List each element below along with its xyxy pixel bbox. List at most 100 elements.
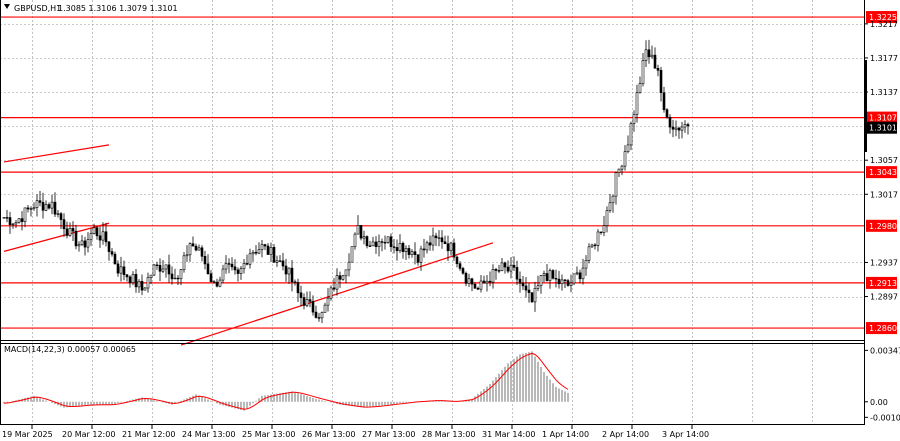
price-tick-label: 1.2897 [870, 293, 898, 302]
candle [668, 114, 672, 134]
candle [389, 233, 393, 252]
candle [626, 135, 630, 154]
candle [41, 192, 45, 219]
candle [185, 245, 189, 262]
candle [455, 255, 459, 268]
candle [494, 267, 498, 280]
candle [143, 287, 147, 291]
candle [260, 239, 264, 258]
candle [611, 194, 615, 213]
candle [224, 255, 228, 274]
candle [524, 276, 528, 298]
candle [635, 84, 639, 123]
candle [680, 121, 684, 139]
candle [137, 279, 141, 293]
axes [0, 0, 865, 425]
level-tag: 1.3043 [866, 166, 897, 179]
price-axis: 1.32171.31771.31371.30971.30571.30171.29… [864, 20, 898, 302]
candle [254, 245, 258, 256]
candle [482, 275, 486, 284]
candle [620, 164, 624, 176]
candle [605, 206, 609, 233]
candle [158, 258, 162, 282]
candle [179, 268, 183, 286]
macd-label: MACD(14,22,3) 0.00057 0.00065 [4, 345, 136, 354]
candle [614, 171, 618, 205]
candle [353, 232, 357, 250]
candle [20, 211, 24, 231]
current-price-tag: 1.3101 [866, 121, 897, 134]
candle [305, 291, 309, 308]
candle [647, 39, 651, 64]
candle [551, 269, 555, 280]
candle [638, 76, 642, 94]
candle [410, 249, 414, 258]
candle [374, 236, 378, 254]
candle [437, 230, 441, 247]
candle [338, 271, 342, 288]
candle [449, 241, 453, 256]
candle [269, 242, 273, 262]
candle [575, 266, 579, 276]
candle [146, 272, 150, 293]
candle [641, 53, 645, 87]
candle [203, 250, 207, 270]
candle [581, 258, 585, 285]
candle [32, 202, 36, 211]
macd-tick-label: 0.00347 [870, 346, 900, 355]
price-tick-label: 1.3017 [870, 190, 898, 199]
candle [56, 210, 60, 218]
candle [488, 271, 492, 287]
candle [227, 258, 231, 274]
candle [506, 260, 510, 274]
candle [113, 251, 117, 265]
svg-text:1.3043: 1.3043 [869, 168, 897, 177]
candle [632, 110, 636, 132]
level-tag: 1.2860 [866, 322, 897, 335]
candle [539, 275, 543, 294]
candle [149, 274, 153, 285]
candle [674, 120, 678, 137]
candle [23, 207, 27, 228]
candle [362, 230, 366, 245]
trendline[interactable] [3, 222, 110, 252]
candle [314, 305, 318, 319]
candle [134, 268, 138, 293]
svg-text:1.2860: 1.2860 [869, 324, 897, 333]
candle [80, 235, 84, 246]
candle [38, 190, 42, 207]
candle [26, 205, 30, 213]
candle [467, 273, 471, 287]
candle [422, 238, 426, 258]
symbol-label: GBPUSD,H1 [14, 4, 61, 13]
candle [521, 275, 525, 290]
symbol-dropdown-icon[interactable] [4, 4, 10, 9]
candle [215, 278, 219, 288]
candle [341, 274, 345, 281]
candle [317, 312, 321, 322]
candle [188, 242, 192, 262]
candle [350, 246, 354, 263]
candle [311, 295, 315, 316]
candle [359, 225, 363, 241]
price-tick-label: 1.3177 [870, 54, 898, 63]
candle [683, 120, 687, 133]
candle [407, 244, 411, 259]
candle [239, 266, 243, 280]
candle [92, 223, 96, 235]
candle [8, 211, 12, 234]
time-axis: 19 Mar 2025 20 Mar 12:00 21 Mar 12:00 24 Ma… [2, 425, 709, 439]
candle [686, 122, 690, 135]
trendline[interactable] [3, 144, 110, 163]
price-tick-label: 1.3137 [870, 88, 898, 97]
candle [236, 267, 240, 282]
candle [335, 268, 339, 296]
candle [221, 264, 225, 284]
candle [176, 274, 180, 286]
candle [11, 222, 15, 229]
candle [212, 280, 216, 284]
candle [248, 248, 252, 269]
candle [395, 239, 399, 261]
candle [416, 254, 420, 266]
